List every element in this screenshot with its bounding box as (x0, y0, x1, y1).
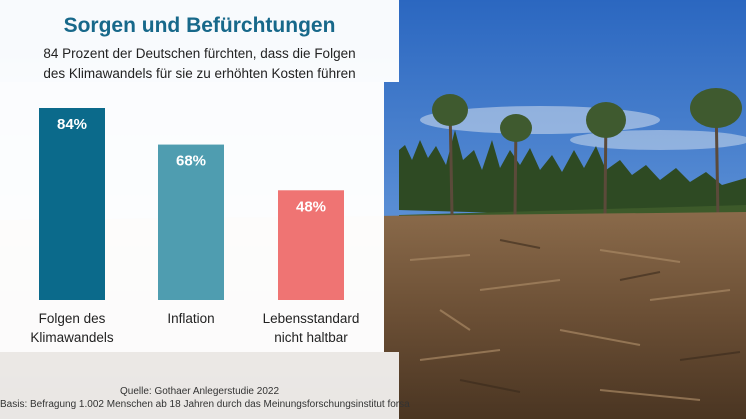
bar-chart: 84% Folgen des Klimawandels 68% Inflation 48%… (30, 108, 360, 345)
category-label-2-line-1: Inflation (167, 311, 214, 326)
source-note: Quelle: Gothaer Anlegerstudie 2022 Basis… (0, 385, 410, 411)
category-label-3-line-2: nicht haltbar (274, 330, 348, 345)
basis-text: Basis: Befragung 1.002 Menschen ab 18 Ja… (0, 399, 410, 410)
category-label-1-line-2: Klimawandels (30, 330, 114, 345)
bar-3 (278, 190, 344, 300)
subtitle-line-2: des Klimawandels für sie zu erhöhten Kos… (43, 66, 356, 81)
bar-2 (158, 144, 224, 300)
header-panel (0, 0, 399, 82)
category-label-3-line-1: Lebensstandard (263, 311, 360, 326)
chart-title: Sorgen und Befürchtungen (63, 14, 336, 37)
bar-1 (39, 108, 105, 300)
bar-value-label-2: 68% (176, 153, 206, 170)
subtitle-line-1: 84 Prozent der Deutschen fürchten, dass … (43, 46, 356, 61)
category-label-1-line-1: Folgen des (39, 311, 106, 326)
bar-value-label-1: 84% (57, 116, 87, 133)
bar-value-label-3: 48% (296, 198, 326, 215)
chart-subtitle: 84 Prozent der Deutschen fürchten, dass … (0, 44, 399, 84)
footer-panel (0, 352, 399, 419)
source-text: Quelle: Gothaer Anlegerstudie 2022 (120, 386, 279, 397)
